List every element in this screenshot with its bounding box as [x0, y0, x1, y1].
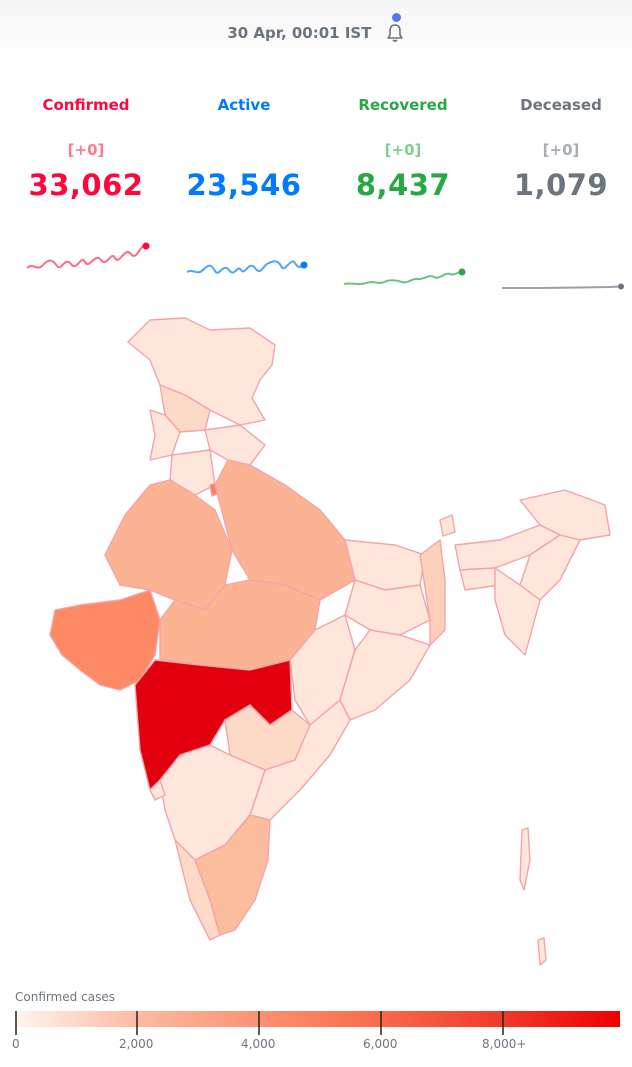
bell-icon[interactable]	[385, 23, 405, 43]
confirmed-label: Confirmed	[42, 96, 130, 114]
recovered-value: 8,437	[355, 168, 451, 202]
nicobar-islands	[537, 937, 547, 966]
state-arunachal	[519, 489, 611, 541]
last-updated: 30 Apr, 00:01 IST	[0, 23, 632, 43]
legend-tick-2: 4,000	[241, 1037, 276, 1051]
deceased-label: Deceased	[520, 96, 602, 114]
top-bar	[0, 0, 632, 62]
timestamp-text: 30 Apr, 00:01 IST	[227, 24, 372, 42]
confirmed-sparkline-dot	[142, 242, 150, 250]
active-value: 23,546	[186, 168, 302, 202]
active-sparkline-dot	[300, 261, 308, 269]
recovered-sparkline	[343, 268, 466, 286]
recovered-sparkline-dot	[458, 268, 466, 276]
state-jammu-kashmir	[127, 317, 276, 426]
notification-dot	[392, 13, 401, 22]
state-jharkhand	[344, 579, 431, 636]
state-odisha	[339, 629, 431, 721]
state-meghalaya	[459, 567, 501, 591]
andaman-islands	[519, 827, 531, 891]
state-west-bengal	[419, 539, 446, 646]
state-uttar-pradesh	[214, 459, 356, 601]
confirmed-value: 33,062	[28, 168, 144, 202]
active-sparkline	[186, 260, 308, 274]
legend-tick-3: 6,000	[363, 1037, 398, 1051]
state-sikkim	[439, 514, 456, 537]
india-map[interactable]	[0, 300, 632, 980]
deceased-sparkline	[502, 283, 624, 290]
confirmed-delta: [+0]	[67, 141, 105, 159]
recovered-delta: [+0]	[384, 141, 422, 159]
legend-title: Confirmed cases	[15, 990, 115, 1004]
recovered-label: Recovered	[358, 96, 448, 114]
legend-tick-4: 8,000+	[482, 1037, 527, 1051]
state-goa	[149, 779, 166, 801]
state-tamil-nadu	[194, 814, 271, 936]
deceased-value: 1,079	[513, 168, 609, 202]
state-uttarakhand	[204, 424, 266, 466]
legend-tick-0: 0	[12, 1037, 20, 1051]
legend-tick-1: 2,000	[119, 1037, 154, 1051]
active-label: Active	[217, 96, 271, 114]
state-tripura-mizoram	[494, 567, 541, 656]
state-haryana	[169, 449, 216, 496]
legend-color-scale	[15, 1011, 620, 1027]
confirmed-sparkline	[26, 242, 150, 269]
deceased-delta: [+0]	[542, 141, 580, 159]
deceased-sparkline-dot	[618, 283, 624, 290]
state-rajasthan	[104, 479, 233, 611]
legend-ticks	[15, 1011, 504, 1035]
